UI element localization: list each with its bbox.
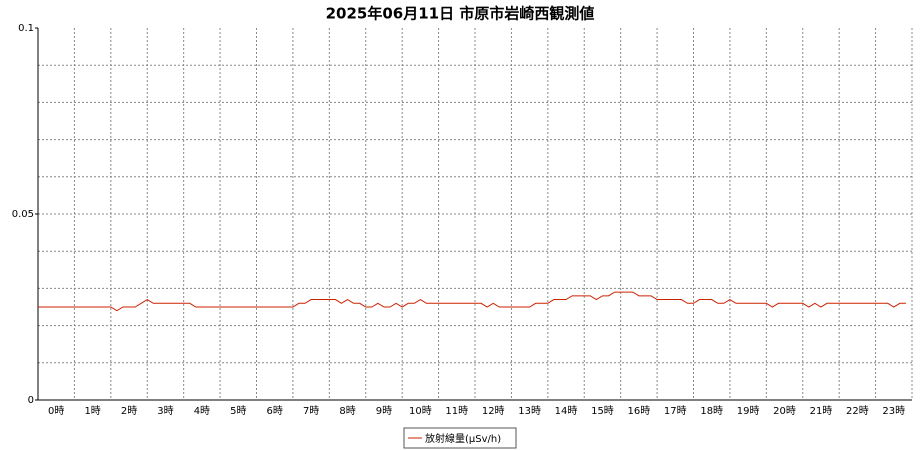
x-tick-label: 23時 — [882, 405, 905, 417]
x-tick-label: 21時 — [810, 405, 833, 417]
data-line — [38, 291, 906, 312]
x-tick-label: 17時 — [664, 405, 687, 417]
legend-box — [403, 427, 517, 449]
y-tick-label: 0 — [28, 395, 34, 406]
x-tick-label: 4時 — [194, 405, 210, 417]
y-tick-label: 0.1 — [18, 23, 34, 34]
x-tick-label: 8時 — [339, 405, 355, 417]
x-tick-label: 12時 — [482, 405, 505, 417]
x-tick-label: 3時 — [157, 405, 173, 417]
x-tick-label: 7時 — [303, 405, 319, 417]
chart-title: 2025年06月11日 市原市岩崎西観測値 — [326, 5, 595, 23]
x-tick-label: 18時 — [700, 405, 723, 417]
x-tick-label: 16時 — [628, 405, 651, 417]
x-tick-label: 9時 — [376, 405, 392, 417]
x-tick-label: 6時 — [267, 405, 283, 417]
legend-label: 放射線量(μSv/h) — [425, 432, 501, 445]
legend: 放射線量(μSv/h) — [403, 427, 517, 449]
y-tick-label: 0.05 — [12, 209, 34, 220]
x-tick-label: 22時 — [846, 405, 869, 417]
x-tick-label: 10時 — [409, 405, 432, 417]
x-tick-label: 15時 — [591, 405, 614, 417]
x-tick-label: 14時 — [555, 405, 578, 417]
x-tick-label: 19時 — [737, 405, 760, 417]
x-tick-label: 11時 — [445, 405, 468, 417]
x-tick-label: 1時 — [84, 405, 100, 417]
x-tick-label: 20時 — [773, 405, 796, 417]
x-tick-label: 2時 — [121, 405, 137, 417]
x-tick-label: 5時 — [230, 405, 246, 417]
x-tick-label: 0時 — [48, 405, 64, 417]
x-tick-label: 13時 — [518, 405, 541, 417]
